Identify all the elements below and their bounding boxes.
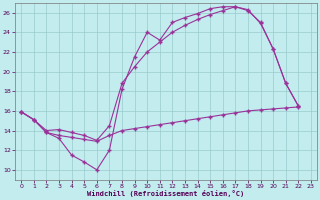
X-axis label: Windchill (Refroidissement éolien,°C): Windchill (Refroidissement éolien,°C) [87,190,245,197]
